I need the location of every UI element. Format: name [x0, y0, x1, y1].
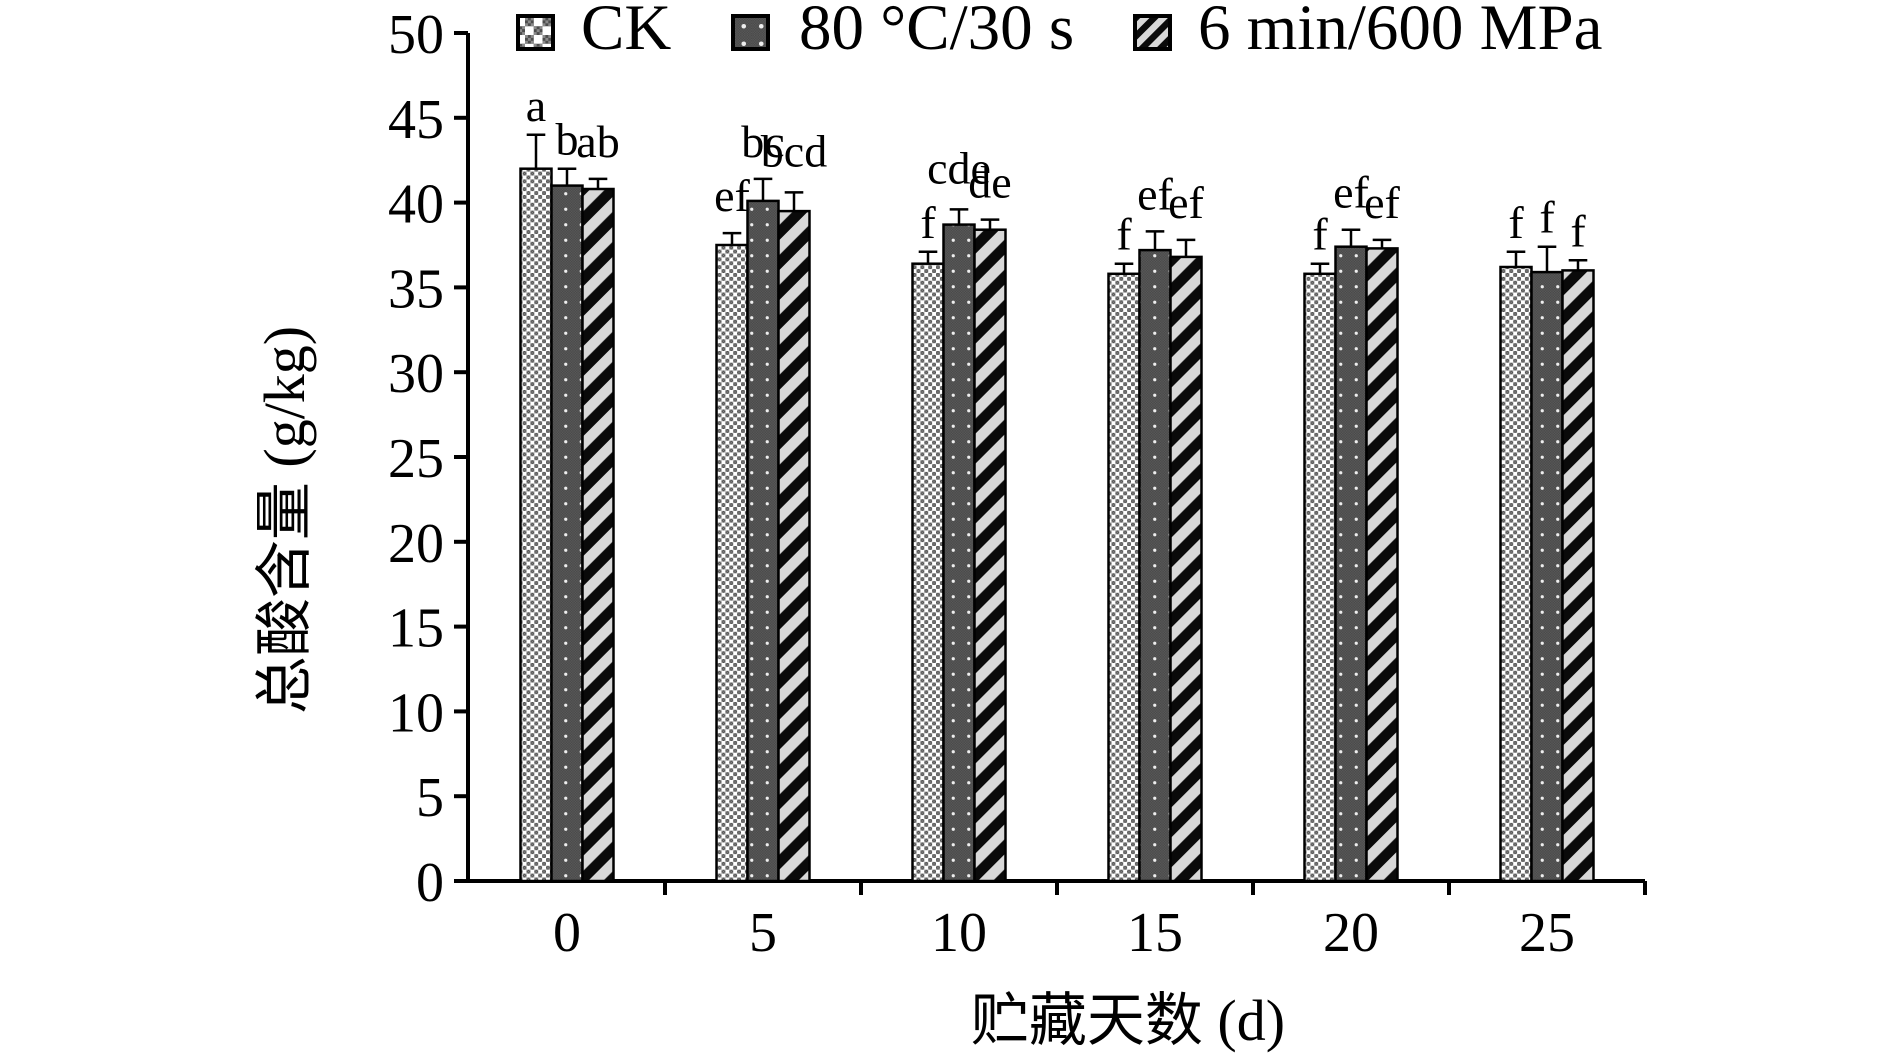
svg-text:de: de	[968, 157, 1011, 208]
svg-text:总酸含量 (g/kg): 总酸含量 (g/kg)	[252, 326, 317, 714]
svg-text:15: 15	[388, 598, 444, 660]
svg-text:30: 30	[388, 343, 444, 405]
svg-text:ab: ab	[576, 116, 619, 167]
svg-text:0: 0	[416, 852, 444, 914]
svg-text:25: 25	[388, 428, 444, 490]
svg-text:6 min/600 MPa: 6 min/600 MPa	[1198, 0, 1602, 64]
svg-text:ef: ef	[1168, 177, 1204, 228]
svg-text:a: a	[526, 80, 546, 131]
svg-text:ef: ef	[1364, 177, 1400, 228]
svg-text:f: f	[1508, 197, 1524, 248]
svg-text:15: 15	[1127, 902, 1183, 964]
svg-text:80 °C/30 s: 80 °C/30 s	[799, 0, 1074, 64]
svg-text:10: 10	[388, 682, 444, 744]
svg-text:f: f	[1116, 209, 1132, 260]
svg-text:5: 5	[416, 767, 444, 829]
svg-text:f: f	[1570, 205, 1586, 256]
svg-text:20: 20	[1323, 902, 1379, 964]
svg-text:35: 35	[388, 258, 444, 320]
svg-text:f: f	[1539, 192, 1555, 243]
svg-text:25: 25	[1519, 902, 1575, 964]
svg-text:50: 50	[388, 4, 444, 66]
svg-text:bcd: bcd	[761, 125, 827, 176]
svg-text:CK: CK	[581, 0, 671, 64]
svg-text:40: 40	[388, 174, 444, 236]
svg-text:5: 5	[749, 902, 777, 964]
svg-text:贮藏天数 (d): 贮藏天数 (d)	[971, 988, 1285, 1053]
svg-text:f: f	[1312, 209, 1328, 260]
svg-text:0: 0	[553, 902, 581, 964]
svg-text:10: 10	[931, 902, 987, 964]
svg-text:20: 20	[388, 513, 444, 575]
svg-text:45: 45	[388, 89, 444, 151]
svg-text:ef: ef	[714, 170, 750, 221]
svg-text:f: f	[920, 197, 936, 248]
svg-text:b: b	[556, 114, 579, 165]
